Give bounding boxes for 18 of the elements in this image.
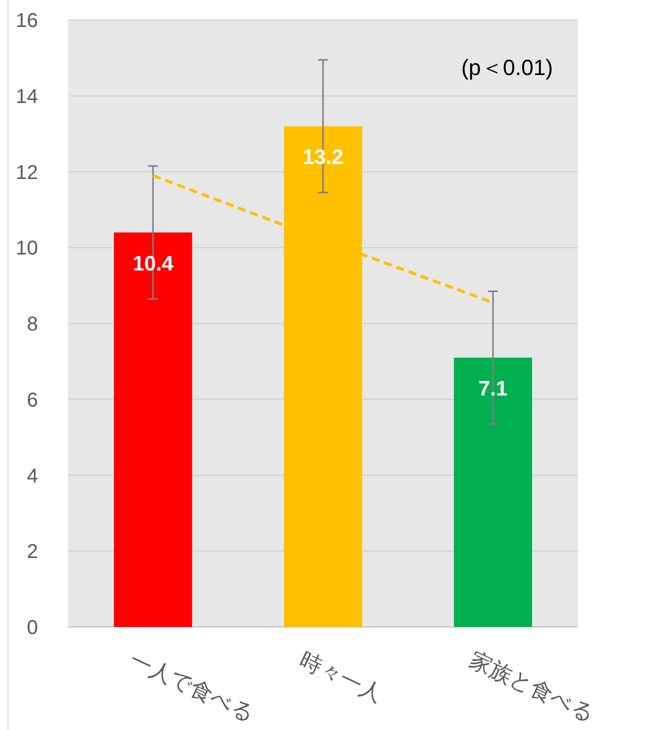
y-tick-label: 12 (16, 162, 38, 184)
y-tick-label: 8 (26, 314, 38, 336)
bar (454, 358, 532, 627)
y-tick-label: 6 (26, 389, 38, 412)
y-tick-label: 2 (26, 541, 38, 564)
data-label: 10.4 (132, 252, 174, 276)
bar (114, 232, 192, 627)
y-tick-label: 14 (16, 86, 38, 108)
data-label: 13.2 (302, 146, 344, 170)
y-tick-label: 10 (16, 238, 38, 260)
annotation: (p＜0.01) (461, 55, 553, 80)
y-tick-label: 4 (26, 465, 38, 488)
x-tick-label: 一人で食べる (126, 646, 259, 727)
x-tick-label: 時々一人 (296, 646, 386, 707)
data-label: 7.1 (478, 378, 508, 401)
y-tick-label: 16 (16, 10, 38, 32)
y-tick-label: 0 (26, 617, 38, 639)
x-tick-label: 家族と食べる (466, 646, 599, 727)
